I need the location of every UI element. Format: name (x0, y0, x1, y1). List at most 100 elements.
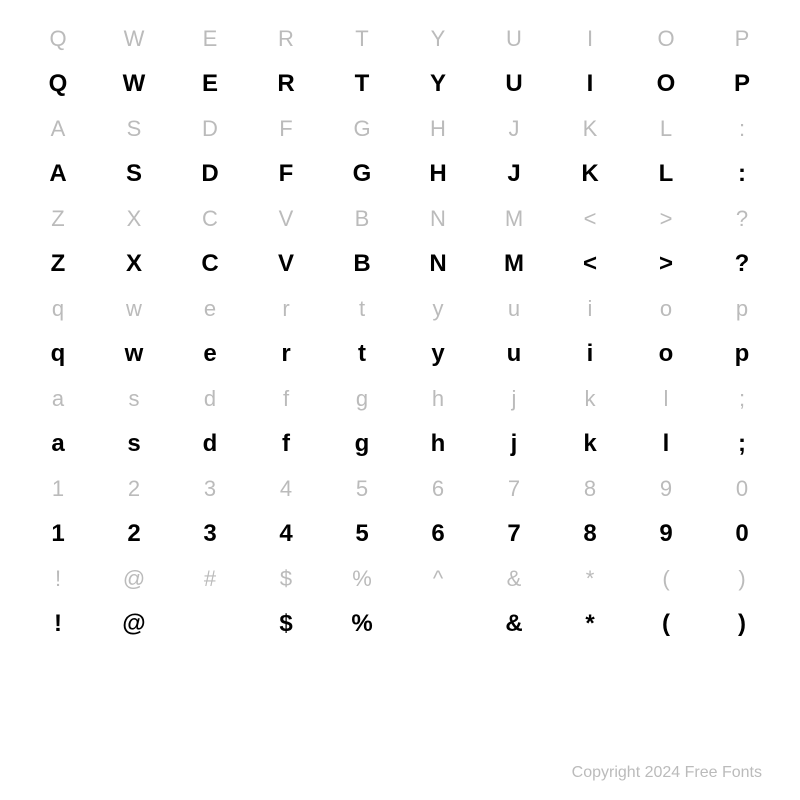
char-glyph: T (355, 70, 370, 98)
label-row: Q W E R T Y U I O P (20, 20, 780, 58)
char-glyph: S (126, 160, 142, 188)
label-row: ! @ # $ % ^ & * ( ) (20, 560, 780, 598)
char-glyph: i (587, 340, 594, 368)
char-glyph: h (431, 430, 446, 458)
char-label: W (124, 26, 145, 52)
char-label: d (204, 386, 216, 412)
char-glyph: A (49, 160, 66, 188)
char-glyph: I (587, 70, 594, 98)
char-glyph: G (353, 160, 372, 188)
char-label: e (204, 296, 216, 322)
char-label: @ (123, 566, 145, 592)
char-glyph: O (657, 70, 676, 98)
char-glyph: P (734, 70, 750, 98)
char-glyph: > (659, 250, 673, 278)
char-label: o (660, 296, 672, 322)
char-label: N (430, 206, 446, 232)
char-label: R (278, 26, 294, 52)
char-glyph: F (279, 160, 294, 188)
char-glyph: % (351, 610, 372, 638)
char-glyph: < (583, 250, 597, 278)
char-label: r (282, 296, 289, 322)
char-label: D (202, 116, 218, 142)
char-glyph: 2 (127, 520, 140, 548)
char-label: M (505, 206, 523, 232)
glyph-row: a s d f g h j k l ; (20, 418, 780, 470)
glyph-row: q w e r t y u i o p (20, 328, 780, 380)
char-label: < (584, 206, 597, 232)
char-label: O (657, 26, 674, 52)
char-glyph: t (358, 340, 366, 368)
char-glyph: & (505, 610, 522, 638)
char-glyph: s (127, 430, 140, 458)
char-label: u (508, 296, 520, 322)
char-glyph: V (278, 250, 294, 278)
char-label: t (359, 296, 365, 322)
char-label: 4 (280, 476, 292, 502)
char-glyph: 1 (51, 520, 64, 548)
char-glyph: X (126, 250, 142, 278)
char-glyph: Y (430, 70, 446, 98)
char-glyph: a (51, 430, 64, 458)
char-glyph: B (353, 250, 370, 278)
char-label: 1 (52, 476, 64, 502)
label-row: Z X C V B N M < > ? (20, 200, 780, 238)
char-label: G (353, 116, 370, 142)
char-label: g (356, 386, 368, 412)
char-glyph: : (738, 160, 746, 188)
char-label: s (129, 386, 140, 412)
char-glyph: * (585, 610, 594, 638)
char-glyph: U (505, 70, 522, 98)
char-glyph: ; (738, 430, 746, 458)
char-label: ; (739, 386, 745, 412)
char-label: L (660, 116, 672, 142)
copyright-footer: Copyright 2024 Free Fonts (572, 764, 762, 782)
char-glyph: 6 (431, 520, 444, 548)
char-label: : (739, 116, 745, 142)
char-label: 2 (128, 476, 140, 502)
char-label: ) (738, 566, 745, 592)
char-label: T (355, 26, 368, 52)
char-label: E (203, 26, 218, 52)
char-label: y (433, 296, 444, 322)
char-label: H (430, 116, 446, 142)
char-glyph: q (51, 340, 66, 368)
char-glyph: y (431, 340, 444, 368)
char-label: X (127, 206, 142, 232)
label-row: 1 2 3 4 5 6 7 8 9 0 (20, 470, 780, 508)
char-label: A (51, 116, 66, 142)
glyph-row: 1 2 3 4 5 6 7 8 9 0 (20, 508, 780, 560)
char-label: 8 (584, 476, 596, 502)
char-glyph: K (581, 160, 598, 188)
char-label: B (355, 206, 370, 232)
char-label: P (735, 26, 750, 52)
char-glyph: 8 (583, 520, 596, 548)
char-glyph: W (123, 70, 146, 98)
glyph-row: Q W E R T Y U I O P (20, 58, 780, 110)
char-label: C (202, 206, 218, 232)
char-label: * (586, 566, 595, 592)
char-glyph: L (659, 160, 674, 188)
char-glyph: g (355, 430, 370, 458)
char-glyph: e (203, 340, 216, 368)
char-label: 6 (432, 476, 444, 502)
glyph-row: Z X C V B N M < > ? (20, 238, 780, 290)
char-label: $ (280, 566, 292, 592)
char-glyph: @ (122, 610, 145, 638)
char-glyph: j (511, 430, 518, 458)
char-label: S (127, 116, 142, 142)
char-label: Y (431, 26, 446, 52)
char-glyph: k (583, 430, 596, 458)
char-glyph: R (277, 70, 294, 98)
label-row: A S D F G H J K L : (20, 110, 780, 148)
char-glyph: l (663, 430, 670, 458)
char-label: i (588, 296, 593, 322)
font-character-map: Q W E R T Y U I O P Q W E R T Y U I O P … (0, 0, 800, 650)
char-glyph: E (202, 70, 218, 98)
char-label: K (583, 116, 598, 142)
char-label: J (509, 116, 520, 142)
char-glyph: ! (54, 610, 62, 638)
char-label: k (585, 386, 596, 412)
char-glyph: d (203, 430, 218, 458)
char-label: I (587, 26, 593, 52)
